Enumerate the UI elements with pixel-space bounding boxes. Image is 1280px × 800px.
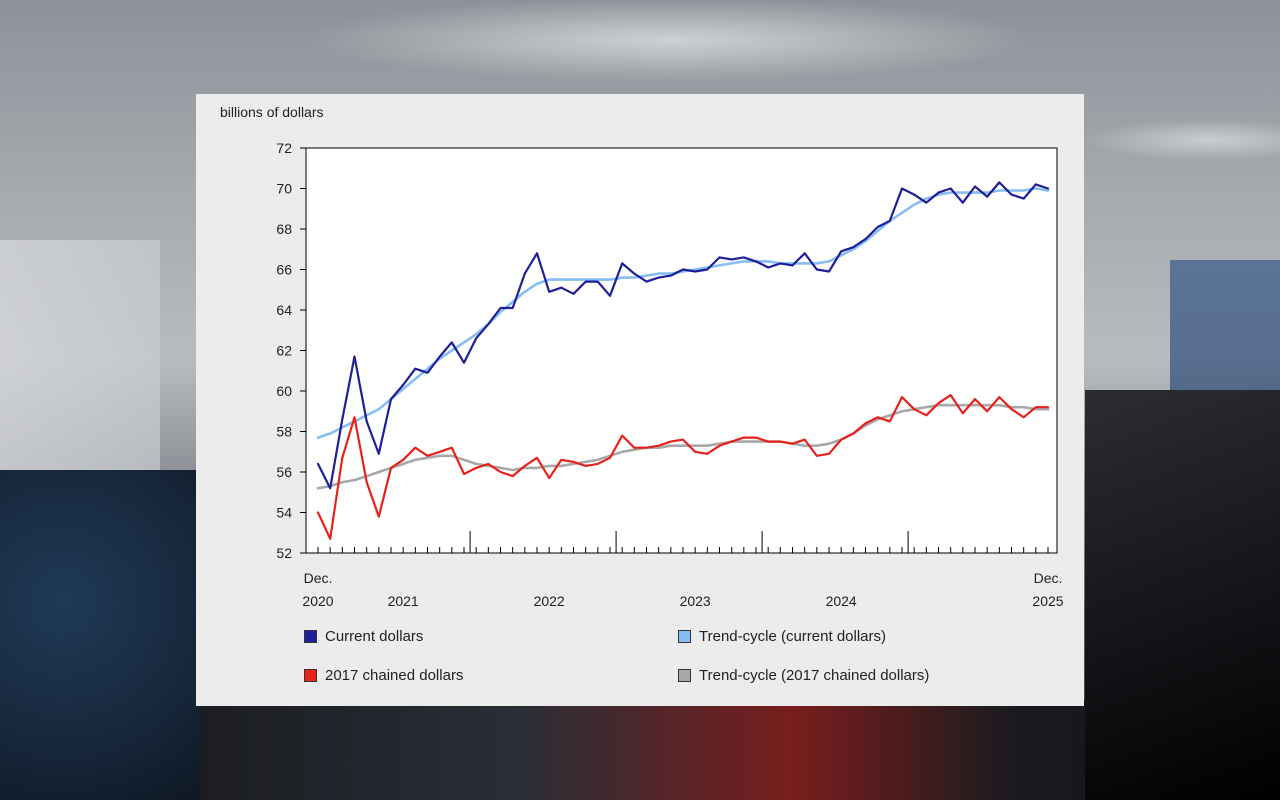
x-tick-label-year: 2025 [1032,593,1063,609]
x-tick-label-year: 2022 [534,593,565,609]
legend-item-trend-current: Trend-cycle (current dollars) [678,628,886,645]
y-tick-label: 58 [276,424,292,440]
y-tick-label: 56 [276,464,292,480]
line-chart: billions of dollars 52 54 56 58 60 62 64 66 68 70… [220,104,1064,609]
y-tick-label: 68 [276,221,292,237]
y-tick-label: 52 [276,545,292,561]
series-line-trend-chained [316,403,1050,490]
y-tick-label: 54 [276,505,292,521]
y-tick-label: 66 [276,262,292,278]
legend-label-trend-chained: Trend-cycle (2017 chained dollars) [699,667,930,684]
y-axis-title: billions of dollars [220,104,324,120]
y-tick-label: 64 [276,302,292,318]
y-axis: 52 54 56 58 60 62 64 66 68 70 72 [276,140,306,561]
legend-label-chained: 2017 chained dollars [325,667,464,684]
x-axis: Dec. 2020 2021 2022 2023 2024 Dec. 2025 [302,531,1064,609]
y-tick-label: 72 [276,140,292,156]
x-tick-label-year: 2021 [388,593,419,609]
series-line-current [316,181,1050,490]
x-tick-label-year: 2020 [302,593,333,609]
legend-swatch-current [304,630,317,643]
y-tick-label: 62 [276,343,292,359]
plot-area [305,147,1058,554]
legend-item-trend-chained: Trend-cycle (2017 chained dollars) [678,667,929,684]
chart-card: billions of dollars 52 54 56 58 60 62 64 66 68 70… [196,94,1084,706]
y-tick-label: 70 [276,181,292,197]
x-tick-label-year: 2023 [680,593,711,609]
legend-label-trend-current: Trend-cycle (current dollars) [699,628,886,645]
x-tick-label-month: Dec. [1034,570,1063,586]
series-line-chained [316,394,1050,540]
series-lines [316,181,1050,540]
background-hangers-right [1085,390,1280,800]
legend-swatch-trend-chained [678,669,691,682]
series-line-trend-current [316,187,1050,439]
x-tick-label-year: 2024 [826,593,857,609]
y-tick-label: 60 [276,383,292,399]
legend-item-chained: 2017 chained dollars [304,667,463,684]
x-tick-label-month: Dec. [304,570,333,586]
legend-label-current: Current dollars [325,628,424,645]
legend-swatch-chained [304,669,317,682]
legend-swatch-trend-current [678,630,691,643]
background-clothing-rack-left [0,470,210,800]
legend-item-current: Current dollars [304,628,423,645]
